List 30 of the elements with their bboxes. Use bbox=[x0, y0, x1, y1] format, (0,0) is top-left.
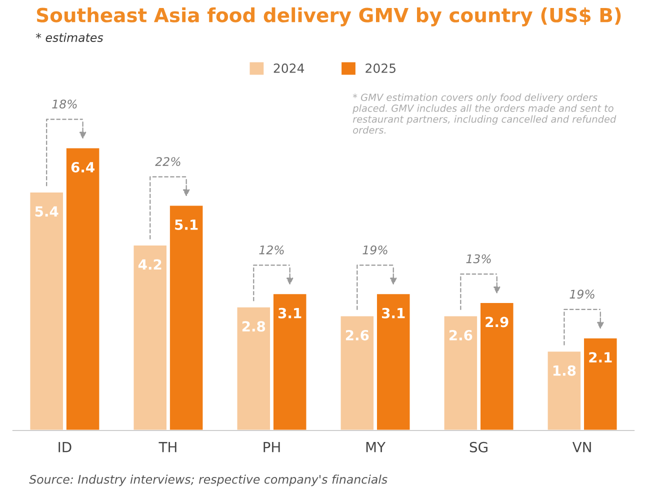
legend-label: 2025 bbox=[366, 64, 396, 73]
data-label: 6.4 bbox=[71, 162, 94, 172]
chart-subtitle: * estimates bbox=[36, 32, 104, 42]
annotation: 12% bbox=[259, 245, 284, 254]
source-note: Source: Industry interviews; respective company's financials bbox=[29, 474, 388, 486]
data-label: 2.9 bbox=[486, 316, 508, 328]
data-label: 2.1 bbox=[589, 352, 612, 362]
chart-title: Southeast Asia food delivery GMV by country (US$ B) bbox=[36, 7, 621, 26]
data-label: 3.1 bbox=[382, 308, 405, 318]
x-tick-label: ID bbox=[58, 442, 72, 452]
text: 18% bbox=[52, 100, 77, 109]
data-label: 1.8 bbox=[553, 365, 576, 376]
data-label: 2.8 bbox=[242, 321, 266, 332]
annotation: 19% bbox=[362, 245, 388, 254]
x-tick-label: TH bbox=[158, 442, 176, 452]
x-tick-label: MY bbox=[366, 442, 386, 452]
annotation: 19% bbox=[570, 290, 594, 299]
data-label: 5.1 bbox=[175, 220, 198, 230]
legend-label: 2024 bbox=[274, 64, 304, 73]
data-label: 2.6 bbox=[346, 330, 369, 340]
x-tick-label: VN bbox=[572, 442, 591, 452]
data-label: 5.4 bbox=[35, 206, 58, 217]
annotation: 22% bbox=[155, 157, 180, 166]
x-tick-label: SG bbox=[470, 442, 488, 452]
x-tick-label: PH bbox=[264, 442, 280, 452]
data-label: 3.1 bbox=[278, 308, 302, 318]
data-label: 4.2 bbox=[138, 259, 162, 270]
text: * GMV estimation covers only food delivery orders placed. GMV includes all the orders made and sent to restaurant partners, including cancelled and refunded orders. bbox=[352, 93, 616, 134]
data-label: 2.6 bbox=[449, 330, 472, 340]
annotation: 13% bbox=[466, 254, 491, 264]
